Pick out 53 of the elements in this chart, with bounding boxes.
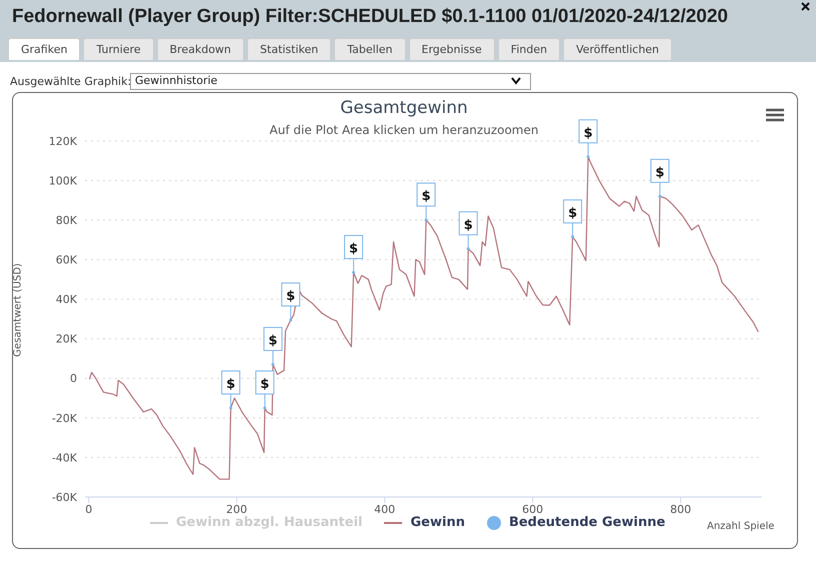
data-label: $ xyxy=(655,165,664,180)
legend-label: Bedeutende Gewinne xyxy=(508,515,666,530)
text: Veröffentlichen xyxy=(563,38,672,60)
data-label: $ xyxy=(422,189,431,204)
point xyxy=(229,406,232,410)
x-tick-label: 800 xyxy=(670,502,692,516)
point xyxy=(424,218,428,222)
x-tick-label: 400 xyxy=(374,502,396,516)
text: Finden xyxy=(498,38,560,60)
chart-subtitle: Auf die Plot Area klicken um heranzuzoomen xyxy=(270,123,538,137)
point xyxy=(352,271,356,274)
y-tick-label: -40K xyxy=(52,451,78,464)
data-label: $ xyxy=(260,377,270,392)
y-axis-title: Gesamtwert (USD) xyxy=(12,263,24,357)
legend-label: Gewinn xyxy=(410,515,465,530)
point xyxy=(586,155,590,158)
text: Statistiken xyxy=(247,38,332,60)
text: Tabellen xyxy=(334,38,406,60)
data-label: $ xyxy=(464,218,473,233)
point xyxy=(658,194,662,198)
text: Grafiken xyxy=(8,38,80,60)
text: Ergebnisse xyxy=(408,38,495,60)
text: Turniere xyxy=(83,38,154,60)
text: Breakdown xyxy=(156,38,244,60)
data-label: $ xyxy=(286,288,296,304)
y-tick-label: -60K xyxy=(52,490,78,504)
point xyxy=(466,247,470,250)
x-tick-label: 0 xyxy=(85,502,92,516)
x-tick-label: 600 xyxy=(522,502,544,516)
text: Fedornewall (Player Group) Filter:SCHEDULED $0.1-1100 01/01/2020-24/12/2020 xyxy=(12,6,728,28)
line-series xyxy=(88,156,759,480)
y-tick-label: 20K xyxy=(56,332,78,346)
data-label: $ xyxy=(268,333,278,348)
x-axis-title: Anzahl Spiele xyxy=(707,521,774,532)
data-label: $ xyxy=(226,377,236,392)
data-label: $ xyxy=(584,126,593,141)
point xyxy=(271,362,274,366)
data-label: $ xyxy=(568,206,578,221)
point xyxy=(289,318,292,322)
y-tick-label: 80K xyxy=(56,214,78,228)
point xyxy=(263,406,266,410)
y-tick-label: 60K xyxy=(56,254,78,267)
y-tick-label: 100K xyxy=(48,174,78,188)
chart-title: Gesamtgewinn xyxy=(339,98,469,118)
y-tick-label: 0 xyxy=(70,372,77,386)
text: Ausgewählte Graphik: xyxy=(10,75,132,88)
point xyxy=(571,235,574,238)
data-label: $ xyxy=(349,242,358,257)
y-tick-label: 40K xyxy=(56,293,78,306)
y-tick-label: 120K xyxy=(48,134,78,148)
text: Gewinnhistorie xyxy=(130,73,531,90)
y-tick-label: -20K xyxy=(52,412,78,425)
x-tick-label: 200 xyxy=(226,502,248,516)
